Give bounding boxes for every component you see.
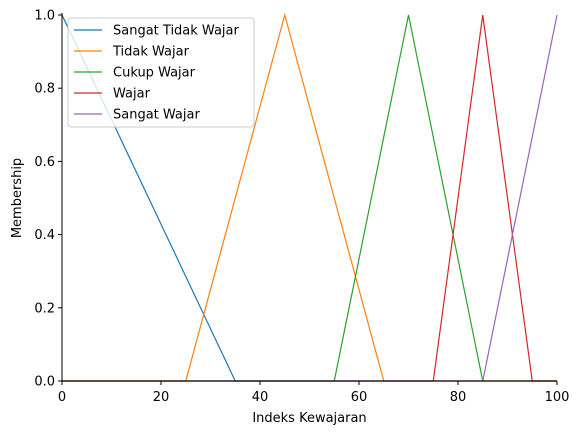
legend-label-2: Tidak Wajar <box>112 45 190 60</box>
x-tick-label: 80 <box>450 390 467 405</box>
y-axis-label: Membership <box>10 158 25 238</box>
y-tick-label: 0.4 <box>34 228 55 243</box>
y-tick-label: 0.8 <box>34 82 55 97</box>
y-tick-label: 0.2 <box>34 301 55 316</box>
legend-box <box>67 17 255 128</box>
x-axis-label: Indeks Kewajaran <box>252 411 366 426</box>
axes-layer <box>61 13 557 382</box>
y-tick-label: 0.0 <box>34 375 55 390</box>
y-tick-label: 1.0 <box>34 9 55 24</box>
legend: Sangat Tidak Wajar Tidak Wajar Cukup Wajar… <box>67 17 255 128</box>
x-tick-label: 0 <box>58 390 66 405</box>
legend-label-3: Cukup Wajar <box>113 66 196 81</box>
legend-label-5: Sangat Wajar <box>113 108 200 123</box>
x-tick-label: 40 <box>252 390 269 405</box>
x-tick-label: 20 <box>153 390 170 405</box>
y-tick-label: 0.6 <box>34 155 55 170</box>
legend-label-1: Sangat Tidak Wajar <box>113 24 240 39</box>
x-tick-label: 60 <box>351 390 368 405</box>
legend-label-4: Wajar <box>113 87 151 102</box>
x-tick-label: 100 <box>545 390 570 405</box>
ticks-layer: 0 20 40 60 80 100 0.0 0.2 0.4 0.6 0.8 1.0 <box>34 9 569 406</box>
